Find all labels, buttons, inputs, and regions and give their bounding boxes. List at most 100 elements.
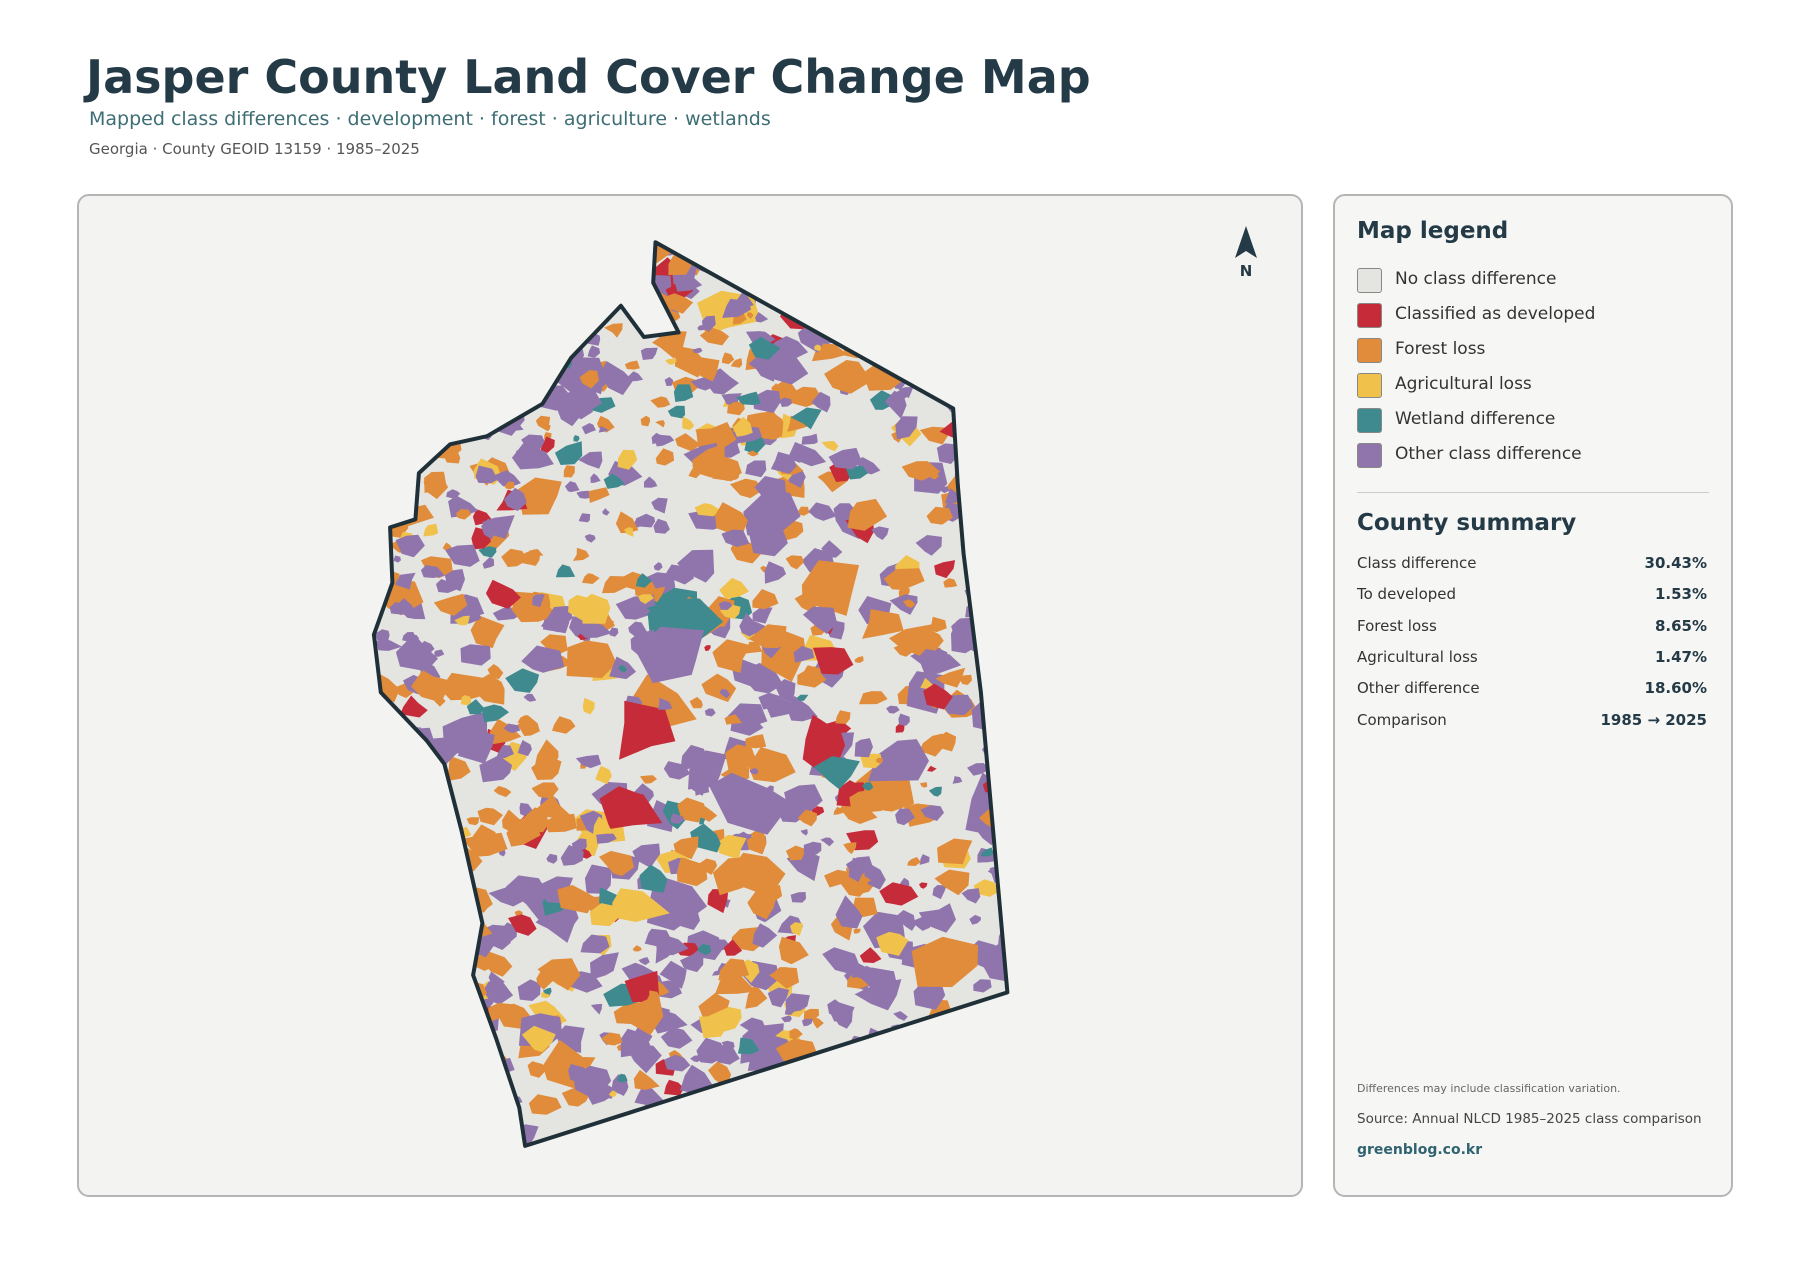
change-patch [1059, 760, 1092, 789]
change-patch [952, 776, 963, 784]
change-patch [1102, 900, 1117, 910]
change-patch [1086, 658, 1107, 681]
change-patch [595, 765, 612, 785]
change-patch [1087, 1132, 1115, 1155]
change-patch [1086, 348, 1098, 362]
change-patch [1082, 829, 1092, 836]
change-patch [634, 1083, 664, 1107]
change-patch [784, 784, 823, 818]
change-patch [395, 803, 410, 816]
change-patch [513, 243, 577, 289]
change-patch [973, 979, 992, 993]
change-patch [1074, 398, 1079, 404]
change-patch [639, 864, 668, 893]
change-patch [446, 489, 461, 499]
change-patch [876, 931, 909, 956]
change-patch [1050, 821, 1089, 853]
change-patch [475, 271, 509, 298]
change-patch [1010, 529, 1037, 561]
change-patch [919, 854, 930, 865]
change-patch [576, 490, 591, 499]
change-patch [615, 511, 639, 534]
change-patch [651, 497, 668, 514]
change-patch [915, 339, 946, 362]
change-patch [566, 640, 617, 678]
change-patch [959, 396, 968, 402]
change-patch [1017, 661, 1026, 667]
change-patch [882, 327, 928, 367]
change-patch [1086, 396, 1095, 401]
change-patch [455, 509, 472, 520]
change-patch [850, 296, 857, 304]
change-patch [445, 544, 480, 567]
change-patch [1067, 976, 1075, 981]
change-patch [721, 352, 735, 365]
change-patch [566, 295, 596, 315]
change-patch [373, 1080, 404, 1106]
change-patch [944, 1094, 979, 1125]
change-patch [895, 416, 918, 440]
change-patch [569, 1161, 578, 1167]
change-patch [1019, 1117, 1026, 1123]
summary-label: Other difference [1357, 679, 1480, 698]
change-patch [926, 506, 953, 525]
change-patch [460, 295, 480, 306]
change-patch [599, 786, 663, 829]
change-patch [653, 518, 670, 534]
change-patch [604, 1151, 652, 1195]
change-patch [466, 699, 484, 715]
change-patch [1025, 682, 1050, 701]
change-patch [934, 560, 956, 579]
change-patch [962, 478, 978, 497]
change-patch [958, 1153, 972, 1165]
legend-swatch [1357, 268, 1382, 293]
change-patch [1057, 662, 1079, 677]
change-patch [876, 271, 908, 293]
change-patch [487, 297, 512, 317]
change-patch [752, 607, 773, 624]
change-patch [642, 1158, 682, 1195]
change-patch [812, 1017, 824, 1029]
change-patch [400, 773, 435, 795]
change-patch [373, 301, 399, 323]
change-patch [677, 1166, 699, 1190]
change-patch [628, 793, 645, 807]
change-patch [373, 1116, 392, 1141]
source: Source: Annual NLCD 1985–2025 class comp… [1357, 1111, 1702, 1127]
change-patch [1004, 734, 1008, 745]
change-patch [821, 441, 839, 452]
change-patch [1004, 652, 1008, 661]
change-patch [934, 869, 970, 896]
change-patch [1049, 1064, 1084, 1089]
change-patch [998, 1114, 1008, 1124]
change-patch [1053, 315, 1071, 332]
change-patch [898, 387, 914, 399]
change-patch [793, 242, 817, 243]
change-patch [824, 360, 872, 394]
change-patch [528, 1094, 562, 1115]
change-patch [697, 325, 707, 331]
change-patch [1084, 1006, 1118, 1041]
change-patch [508, 914, 537, 936]
change-patch [675, 433, 701, 452]
change-patch [475, 465, 498, 484]
change-patch [1087, 514, 1107, 528]
change-patch [986, 490, 1008, 519]
change-patch [396, 363, 421, 388]
change-patch [996, 1046, 1008, 1101]
change-patch [709, 772, 792, 835]
change-patch [797, 809, 818, 827]
change-patch [822, 947, 860, 973]
change-patch [1054, 1046, 1095, 1069]
county-outline [371, 240, 1010, 1148]
change-patch [752, 923, 778, 948]
change-patch [1049, 1078, 1068, 1095]
change-patch [690, 1151, 716, 1173]
change-patch [399, 320, 413, 333]
change-patch [1074, 973, 1084, 980]
change-patch [963, 325, 1008, 355]
change-patch [448, 495, 478, 518]
change-patch [434, 1103, 446, 1112]
change-patch [673, 384, 694, 402]
change-patch [479, 755, 513, 783]
